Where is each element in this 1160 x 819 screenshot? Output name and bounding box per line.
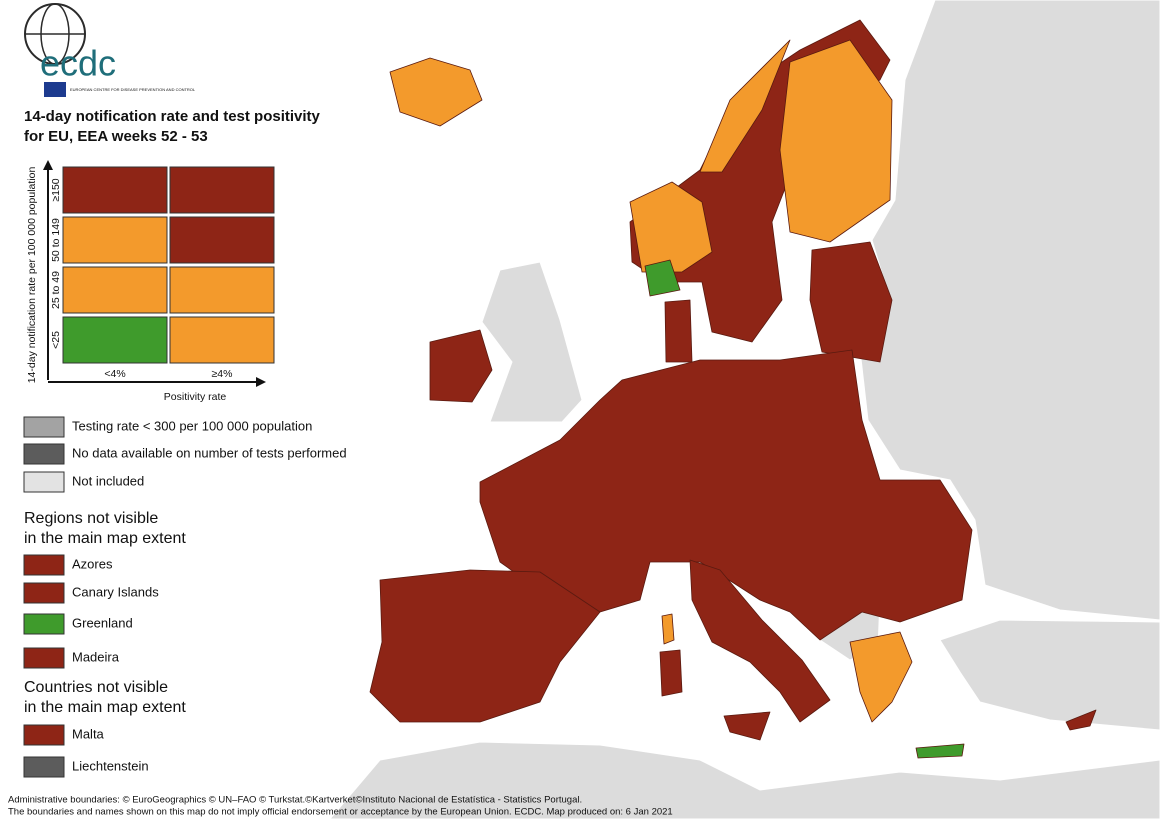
- matrix-cell: [169, 216, 275, 264]
- legend-swatch: [23, 443, 65, 465]
- row-label: 50 to 149: [50, 218, 62, 262]
- eu-flag: [44, 82, 66, 97]
- logo: ecdc EUROPEAN CENTRE FOR DISEASE PREVENT…: [24, 3, 196, 97]
- legend: Testing rate < 300 per 100 000 populatio…: [23, 416, 347, 778]
- title: 14-day notification rate and test positi…: [24, 108, 321, 125]
- legend-heading: in the main map extent: [24, 530, 186, 547]
- legend-swatch: [23, 613, 65, 635]
- x-label: Positivity rate: [164, 391, 227, 403]
- legend-label: Testing rate < 300 per 100 000 populatio…: [72, 418, 312, 433]
- legend-swatch: [23, 724, 65, 746]
- matrix-cell: [62, 216, 168, 264]
- eu-countries: [369, 19, 1097, 759]
- footer: The boundaries and names shown on this m…: [8, 807, 673, 818]
- legend-heading: Regions not visible: [24, 510, 158, 527]
- map: [329, 0, 1160, 819]
- legend-swatch: [23, 554, 65, 576]
- legend-swatch: [23, 416, 65, 438]
- legend-label: Malta: [72, 726, 105, 741]
- logo-name: ecdc: [40, 43, 116, 84]
- x-arrow-head: [256, 377, 266, 387]
- legend-label: Greenland: [72, 615, 133, 630]
- legend-swatch: [23, 756, 65, 778]
- legend-swatch: [23, 582, 65, 604]
- footer: Administrative boundaries: © EuroGeograp…: [8, 795, 582, 806]
- row-label: <25: [50, 331, 62, 349]
- legend-label: Liechtenstein: [72, 758, 149, 773]
- legend-heading: Countries not visible: [24, 679, 168, 696]
- matrix-cell: [169, 316, 275, 364]
- legend-swatch: [23, 471, 65, 493]
- row-label: ≥150: [50, 178, 62, 201]
- legend-swatch: [23, 647, 65, 669]
- matrix-cell: [169, 166, 275, 214]
- legend-heading: in the main map extent: [24, 699, 186, 716]
- legend-label: Canary Islands: [72, 584, 159, 599]
- y-label: 14-day notification rate per 100 000 pop…: [26, 167, 38, 384]
- matrix-cell: [169, 266, 275, 314]
- legend-label: Not included: [72, 473, 144, 488]
- legend-label: No data available on number of tests per…: [72, 445, 347, 460]
- legend-label: Azores: [72, 556, 113, 571]
- matrix-cell: [62, 316, 168, 364]
- matrix-cell: [62, 166, 168, 214]
- matrix: 14-day notification rate per 100 000 pop…: [26, 160, 275, 403]
- logo-subtitle: EUROPEAN CENTRE FOR DISEASE PREVENTION A…: [70, 87, 196, 92]
- title: for EU, EEA weeks 52 - 53: [24, 128, 208, 145]
- legend-label: Madeira: [72, 649, 120, 664]
- column-label: ≥4%: [212, 368, 233, 380]
- y-arrow-head: [43, 160, 53, 170]
- matrix-cell: [62, 266, 168, 314]
- row-label: 25 to 49: [50, 271, 62, 309]
- column-label: <4%: [104, 368, 125, 380]
